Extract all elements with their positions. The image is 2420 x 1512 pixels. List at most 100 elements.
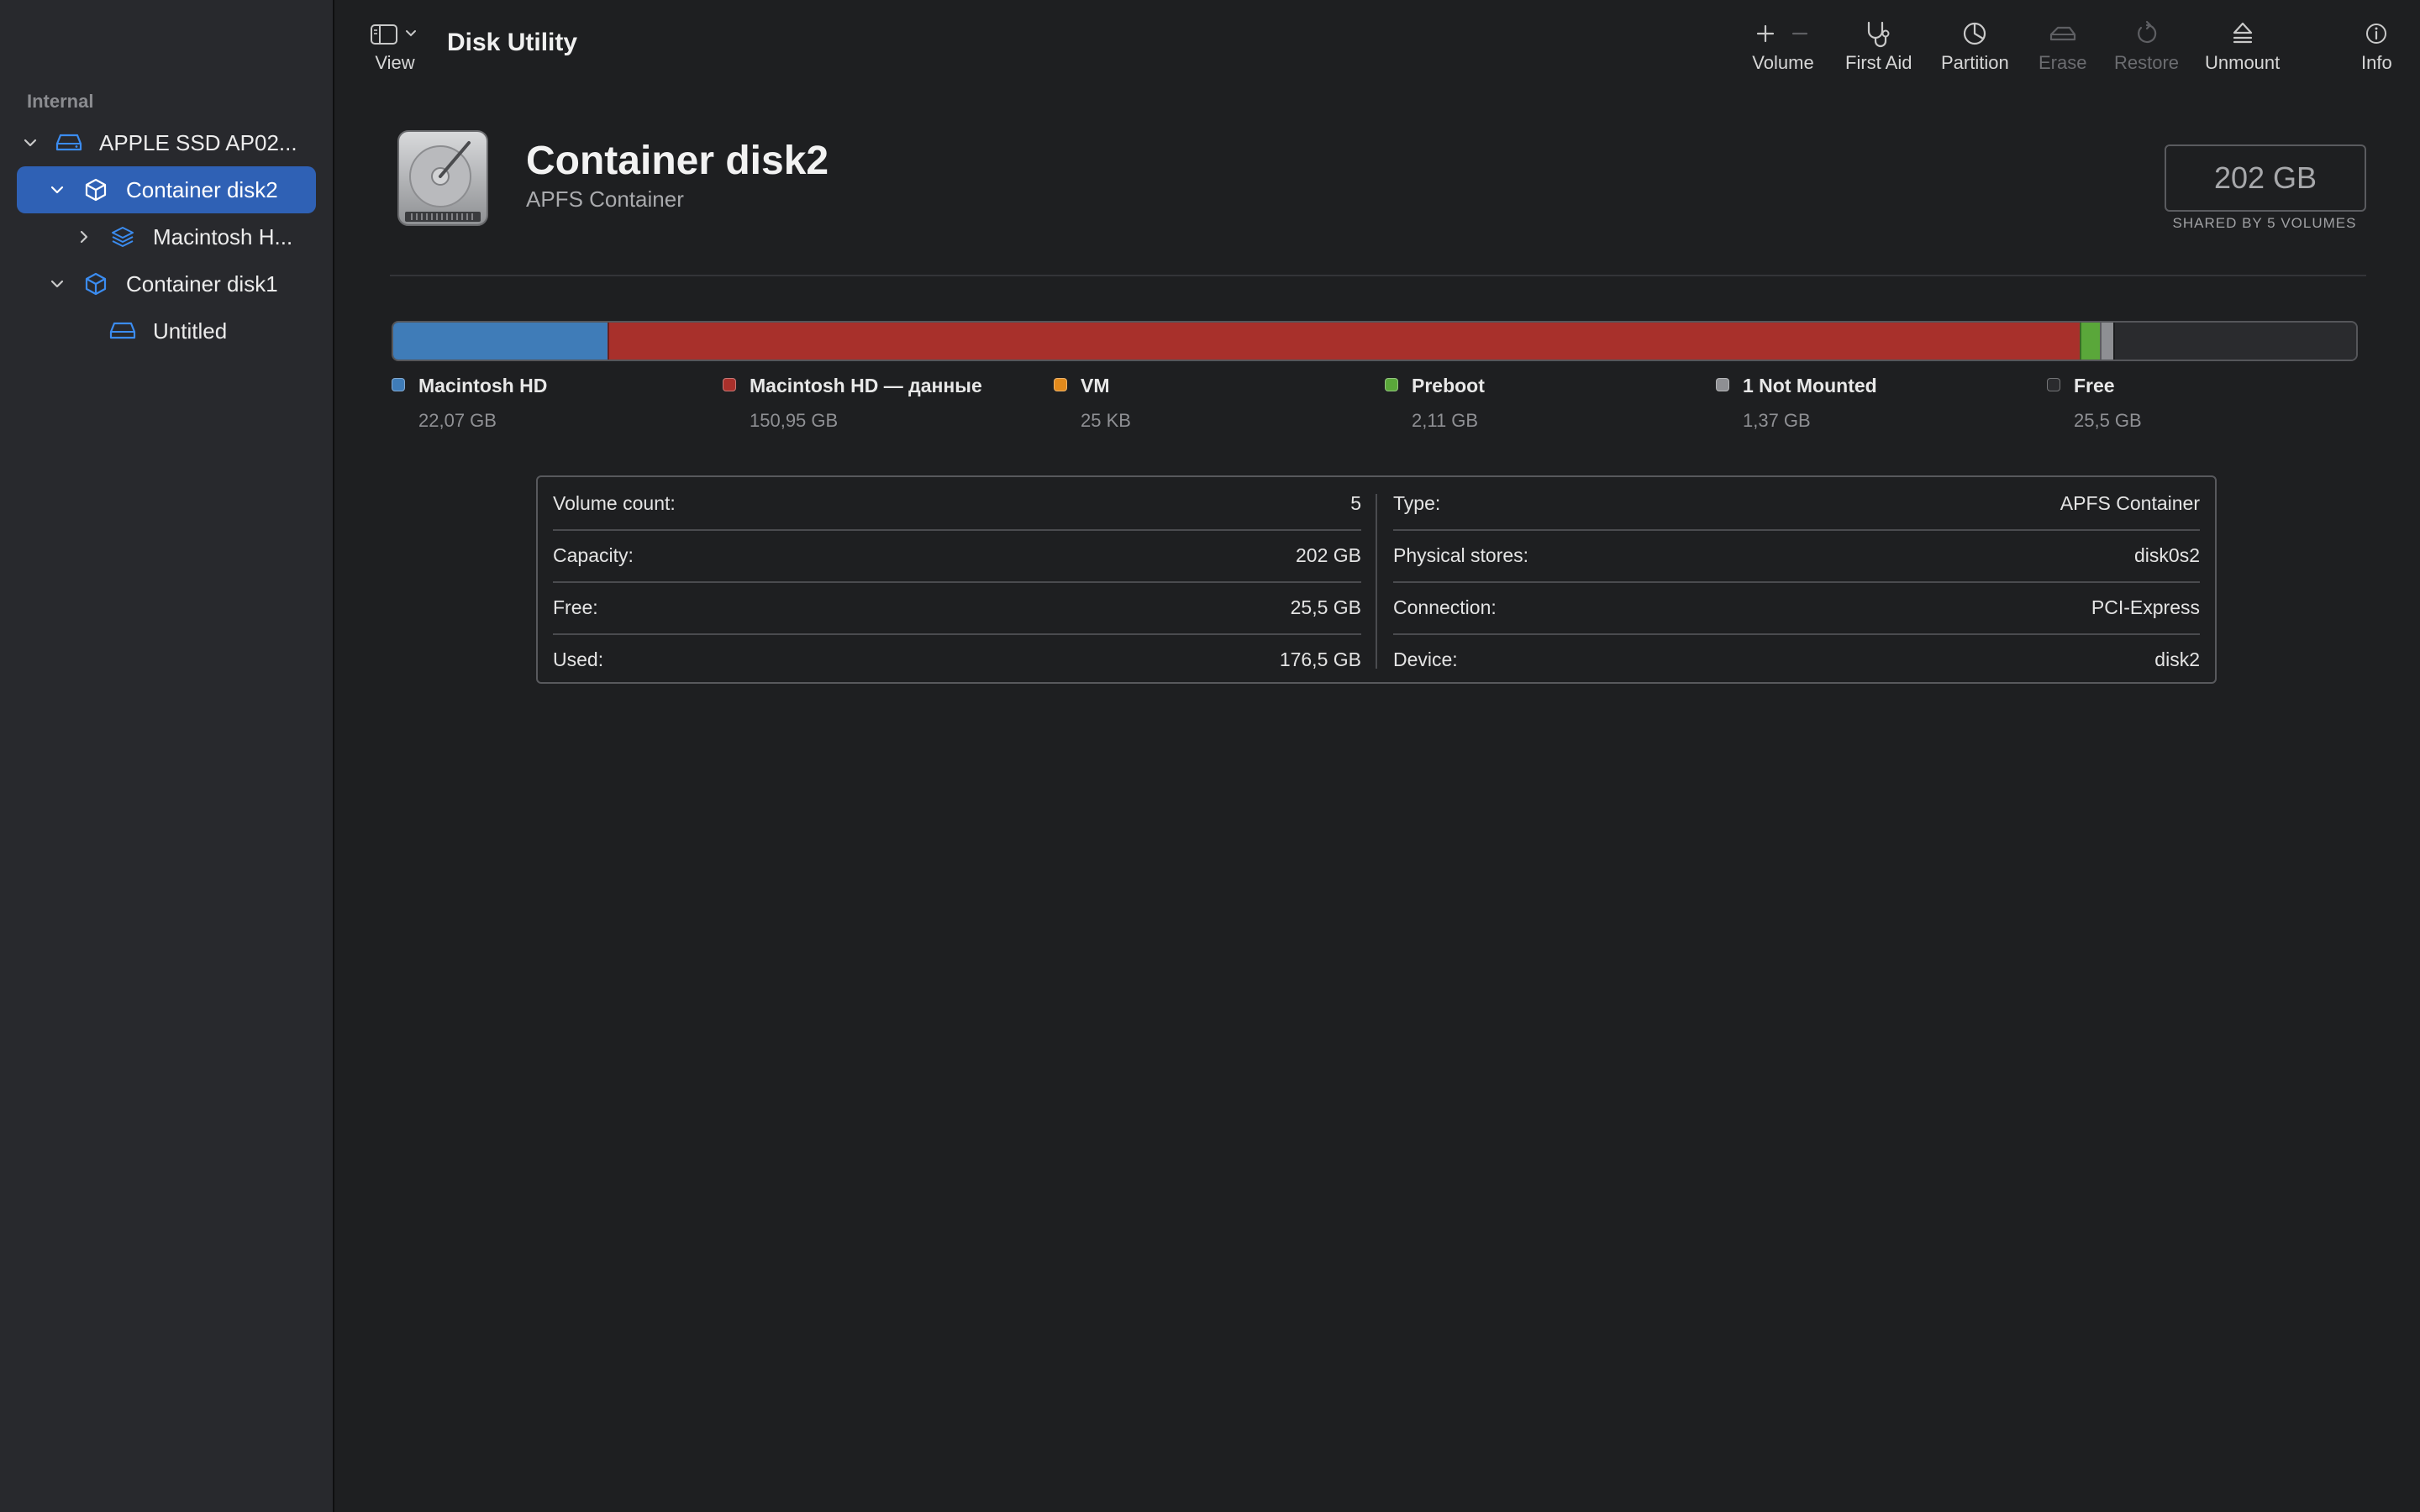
legend-name: 1 Not Mounted xyxy=(1743,375,1877,396)
sidebar-item-label: Container disk1 xyxy=(126,270,278,297)
info-icon xyxy=(2364,15,2389,52)
info-row: Capacity: 202 GB xyxy=(553,529,1361,581)
usage-segment xyxy=(608,323,2081,360)
view-label: View xyxy=(375,52,415,73)
legend-name: Free xyxy=(2074,375,2115,396)
info-row: Type: APFS Container xyxy=(1393,477,2200,529)
legend-name: Preboot xyxy=(1412,375,1485,396)
usage-segment xyxy=(393,323,608,360)
eraser-icon xyxy=(2046,15,2080,52)
info-table: Volume count: 5 Capacity: 202 GB Free: 2… xyxy=(536,475,2217,684)
page-subtitle: APFS Container xyxy=(526,186,684,212)
header-divider xyxy=(390,275,2366,276)
chevron-right-icon[interactable] xyxy=(72,225,96,249)
eject-icon xyxy=(2228,15,2257,52)
info-value: PCI-Express xyxy=(2091,596,2200,618)
chevron-down-icon[interactable] xyxy=(45,272,69,296)
usage-segment xyxy=(2079,323,2102,360)
legend-size: 22,07 GB xyxy=(418,410,497,431)
sidebar-item-label: APPLE SSD AP02... xyxy=(99,129,297,155)
volume-drive-icon xyxy=(108,316,138,346)
legend-swatch xyxy=(392,378,405,391)
unmount-button[interactable]: Unmount xyxy=(2205,15,2280,74)
info-label: Connection: xyxy=(1393,596,1497,618)
plus-minus-icon xyxy=(1749,15,1817,52)
info-value: APFS Container xyxy=(2060,491,2200,514)
info-label: Info xyxy=(2361,52,2392,73)
row-divider xyxy=(553,581,1361,583)
row-divider xyxy=(553,529,1361,531)
usage-segment xyxy=(2113,323,2356,360)
stethoscope-icon xyxy=(1862,15,1896,52)
info-label: Device: xyxy=(1393,648,1458,670)
info-row: Free: 25,5 GB xyxy=(553,581,1361,633)
sidebar-item-label: Untitled xyxy=(153,318,228,344)
info-label: Free: xyxy=(553,596,598,618)
sidebar-item-macintosh-hd[interactable]: Macintosh H... xyxy=(17,213,316,260)
app-title: Disk Utility xyxy=(447,29,578,56)
container-cube-icon xyxy=(81,175,111,205)
partition-button[interactable]: Partition xyxy=(1941,15,2009,74)
info-value: 5 xyxy=(1350,491,1361,514)
sidebar-item-label: Container disk2 xyxy=(126,176,278,202)
row-divider xyxy=(1393,529,2200,531)
restore-label: Restore xyxy=(2114,52,2180,73)
legend-name: VM xyxy=(1081,375,1110,396)
info-label: Type: xyxy=(1393,491,1441,514)
capacity-caption: SHARED BY 5 VOLUMES xyxy=(2172,215,2357,231)
internal-drive-icon xyxy=(54,128,84,158)
chevron-down-icon[interactable] xyxy=(18,131,42,155)
volume-button[interactable]: Volume xyxy=(1749,15,1817,74)
info-column-right: Type: APFS Container Physical stores: di… xyxy=(1393,477,2217,682)
container-cube-icon xyxy=(81,269,111,299)
info-label: Volume count: xyxy=(553,491,676,514)
info-value: 25,5 GB xyxy=(1290,596,1361,618)
legend-name: Macintosh HD xyxy=(418,375,548,396)
legend-size: 25,5 GB xyxy=(2074,410,2142,431)
info-label: Capacity: xyxy=(553,543,634,566)
sidebar-section-internal: Internal xyxy=(27,91,94,112)
info-row: Device: disk2 xyxy=(1393,633,2200,685)
sidebar-item-untitled[interactable]: Untitled xyxy=(17,307,316,354)
info-row: Used: 176,5 GB xyxy=(553,633,1361,685)
hard-disk-icon xyxy=(393,128,492,230)
legend-size: 150,95 GB xyxy=(750,410,839,431)
info-button[interactable]: Info xyxy=(2361,15,2392,74)
row-divider xyxy=(553,633,1361,635)
sidebar-item-container-disk2[interactable]: Container disk2 xyxy=(17,166,316,213)
chevron-down-icon[interactable] xyxy=(45,178,69,202)
first-aid-label: First Aid xyxy=(1845,52,1912,73)
row-divider xyxy=(1393,581,2200,583)
info-row: Volume count: 5 xyxy=(553,477,1361,529)
erase-button[interactable]: Erase xyxy=(2039,15,2086,74)
first-aid-button[interactable]: First Aid xyxy=(1845,15,1912,74)
sidebar-toggle-icon xyxy=(368,15,422,52)
legend-swatch xyxy=(1385,378,1398,391)
capacity-value: 202 GB xyxy=(2165,144,2366,212)
partition-label: Partition xyxy=(1941,52,2009,73)
row-divider xyxy=(1393,633,2200,635)
info-value: disk2 xyxy=(2154,648,2200,670)
legend-swatch xyxy=(1716,378,1729,391)
sidebar-item-label: Macintosh H... xyxy=(153,223,293,249)
volume-label: Volume xyxy=(1752,52,1814,73)
view-button[interactable]: View xyxy=(368,15,422,74)
sidebar-item-container-disk1[interactable]: Container disk1 xyxy=(17,260,316,307)
legend-swatch xyxy=(1054,378,1067,391)
restore-button[interactable]: Restore xyxy=(2114,15,2179,74)
pie-chart-icon xyxy=(1960,15,1989,52)
legend-swatch xyxy=(723,378,736,391)
info-label: Used: xyxy=(553,648,604,670)
page-title: Container disk2 xyxy=(526,139,829,183)
usage-segment xyxy=(2100,323,2116,360)
unmount-label: Unmount xyxy=(2205,52,2281,73)
info-value: disk0s2 xyxy=(2134,543,2200,566)
legend-size: 25 KB xyxy=(1081,410,1131,431)
erase-label: Erase xyxy=(2039,52,2087,73)
legend-swatch xyxy=(2047,378,2060,391)
legend-size: 1,37 GB xyxy=(1743,410,1811,431)
info-value: 202 GB xyxy=(1296,543,1361,566)
sidebar-item-apple-ssd[interactable]: APPLE SSD AP02... xyxy=(17,119,316,166)
info-row: Connection: PCI-Express xyxy=(1393,581,2200,633)
legend-name: Macintosh HD — данные xyxy=(750,375,982,396)
